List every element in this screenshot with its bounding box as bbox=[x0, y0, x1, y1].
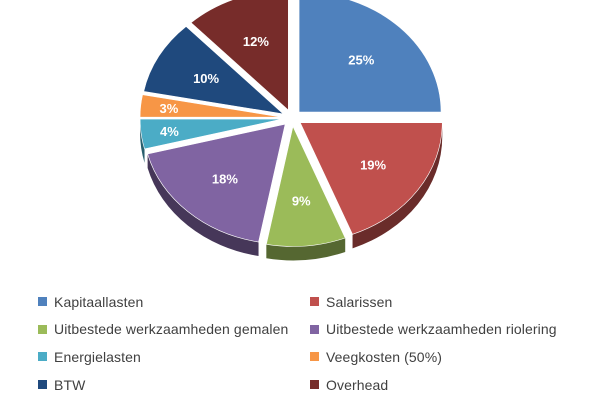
pie-data-label-btw: 10% bbox=[193, 71, 219, 86]
pie-data-label-uitbestede-werkzaamheden-gemalen: 9% bbox=[292, 193, 311, 208]
legend-item-energielasten: Energielasten bbox=[38, 349, 310, 365]
legend-item-uitbestede-werkzaamheden-gemalen: Uitbestede werkzaamheden gemalen bbox=[38, 321, 310, 337]
legend-swatch bbox=[310, 352, 319, 362]
legend-swatch bbox=[310, 380, 319, 390]
legend-row: BTW Overhead bbox=[38, 371, 578, 399]
pie-data-label-uitbestede-werkzaamheden-riolering: 18% bbox=[212, 171, 238, 186]
pie-data-label-kapitaallasten: 25% bbox=[348, 52, 374, 67]
legend: Kapitaallasten Salarissen Uitbestede werkz… bbox=[38, 288, 578, 398]
legend-item-kapitaallasten: Kapitaallasten bbox=[38, 294, 310, 310]
legend-label: Veegkosten (50%) bbox=[326, 348, 443, 365]
pie-data-label-salarissen: 19% bbox=[360, 158, 386, 173]
legend-item-overhead: Overhead bbox=[310, 377, 570, 393]
legend-item-veegkosten-50: Veegkosten (50%) bbox=[310, 349, 570, 365]
legend-label: Uitbestede werkzaamheden gemalen bbox=[54, 321, 289, 338]
pie-data-label-veegkosten-50: 3% bbox=[160, 101, 179, 116]
legend-label: Salarissen bbox=[326, 293, 393, 310]
legend-swatch bbox=[310, 324, 319, 334]
pie-slice-energielasten bbox=[139, 118, 283, 150]
legend-swatch bbox=[38, 297, 47, 307]
pie-slice-overhead bbox=[190, 0, 289, 111]
legend-row: Uitbestede werkzaamheden gemalen Uitbeste… bbox=[38, 316, 578, 344]
legend-swatch bbox=[38, 352, 47, 362]
pie-slice-salarissen bbox=[299, 122, 443, 235]
legend-row: Kapitaallasten Salarissen bbox=[38, 288, 578, 316]
legend-label: Overhead bbox=[326, 376, 389, 393]
legend-item-btw: BTW bbox=[38, 377, 310, 393]
legend-swatch bbox=[38, 380, 47, 390]
pie-slice-uitbestede-werkzaamheden-gemalen bbox=[265, 125, 346, 247]
pie-slice-kapitaallasten bbox=[298, 0, 442, 113]
pie-data-label-energielasten: 4% bbox=[160, 124, 179, 139]
pie-slice-side-uitbestede-werkzaamheden-riolering bbox=[147, 154, 259, 257]
legend-label: Energielasten bbox=[54, 348, 141, 365]
legend-label: Uitbestede werkzaamheden riolering bbox=[326, 321, 557, 338]
pie-slice-uitbestede-werkzaamheden-riolering bbox=[147, 123, 286, 243]
legend-row: Energielasten Veegkosten (50%) bbox=[38, 343, 578, 371]
legend-label: BTW bbox=[54, 376, 86, 393]
pie-slice-side-uitbestede-werkzaamheden-gemalen bbox=[266, 237, 346, 261]
pie-slice-veegkosten-50 bbox=[139, 94, 283, 118]
pie-data-label-overhead: 12% bbox=[243, 34, 269, 49]
pie-slice-btw bbox=[143, 26, 285, 115]
legend-swatch bbox=[310, 297, 319, 307]
legend-swatch bbox=[38, 324, 47, 334]
legend-item-salarissen: Salarissen bbox=[310, 294, 570, 310]
legend-item-uitbestede-werkzaamheden-riolering: Uitbestede werkzaamheden riolering bbox=[310, 321, 570, 337]
pie-slice-side-salarissen bbox=[352, 122, 443, 249]
pie-plot-area: 25% 19% 9% 18% 4% 3% 10% 12% bbox=[139, 0, 443, 261]
legend-label: Kapitaallasten bbox=[54, 293, 144, 310]
